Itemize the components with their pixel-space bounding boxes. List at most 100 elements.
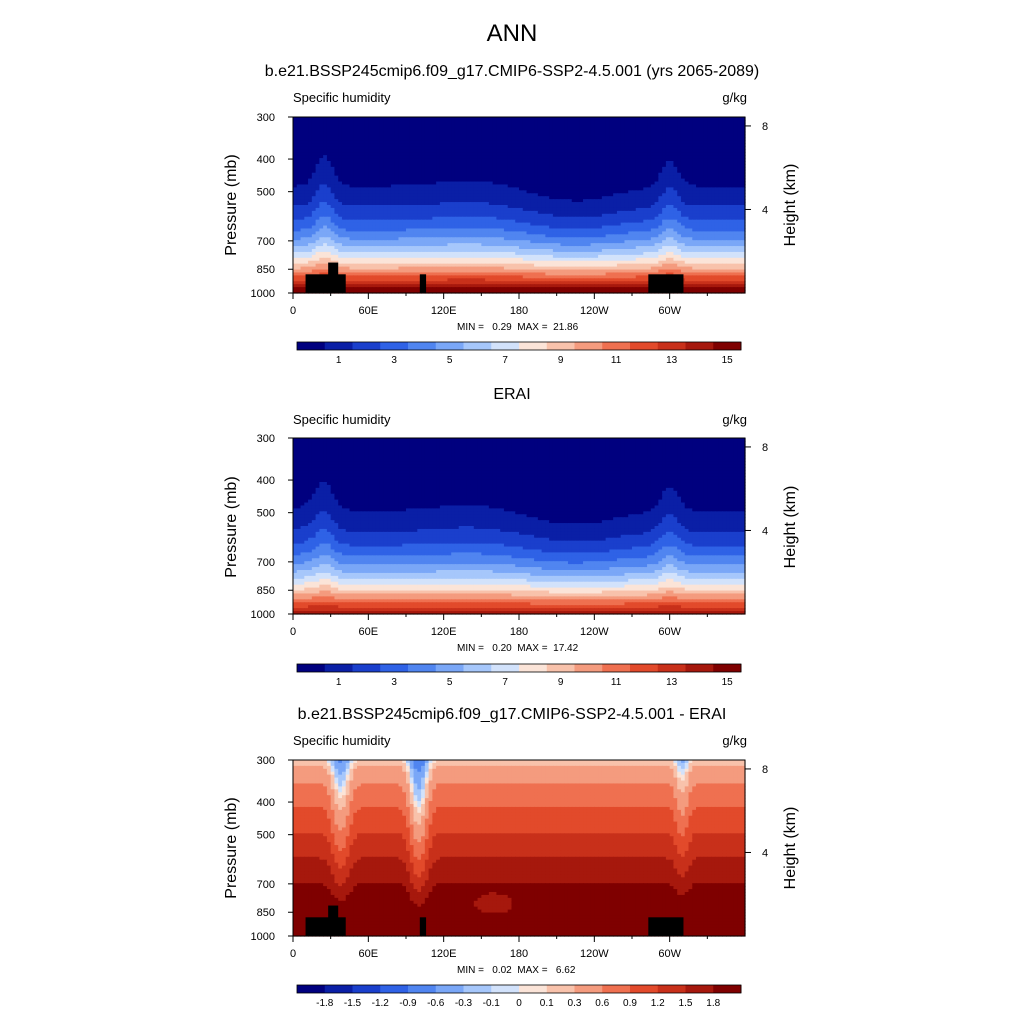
heatmap-cell: [722, 193, 727, 197]
heatmap-cell: [458, 146, 464, 150]
heatmap-cell: [632, 193, 637, 197]
heatmap-cell: [439, 161, 445, 165]
heatmap-cell: [345, 161, 351, 165]
heatmap-cell: [669, 117, 675, 121]
heatmap-cell: [473, 117, 479, 121]
heatmap-cell: [560, 117, 565, 121]
heatmap-cell: [711, 193, 716, 197]
heatmap-cell: [658, 166, 663, 171]
heatmap-cell: [703, 122, 708, 127]
heatmap-cell: [613, 166, 618, 171]
heatmap-cell: [726, 161, 731, 165]
heatmap-cell: [462, 181, 467, 186]
heatmap-cell: [560, 187, 565, 191]
heatmap-cell: [466, 181, 471, 186]
heatmap-cell: [654, 117, 659, 121]
heatmap-cell: [699, 134, 705, 139]
heatmap-cell: [590, 196, 595, 200]
heatmap-cell: [590, 125, 595, 130]
heatmap-cell: [662, 125, 667, 130]
heatmap-cell: [688, 175, 693, 180]
heatmap-cell: [552, 152, 558, 156]
heatmap-cell: [526, 169, 531, 174]
heatmap-cell: [639, 181, 644, 186]
heatmap-cell: [447, 137, 452, 142]
heatmap-cell: [601, 196, 607, 200]
heatmap-cell: [583, 187, 588, 191]
heatmap-cell: [443, 128, 449, 133]
heatmap-cell: [390, 184, 396, 188]
heatmap-cell: [613, 161, 618, 165]
heatmap-cell: [605, 134, 610, 139]
heatmap-cell: [549, 172, 554, 177]
heatmap-cell: [707, 128, 712, 133]
heatmap-cell: [293, 181, 298, 186]
heatmap-cell: [436, 172, 441, 177]
heatmap-cell: [711, 155, 716, 159]
heatmap-cell: [315, 149, 320, 153]
heatmap-cell: [680, 199, 686, 203]
heatmap-cell: [334, 119, 339, 124]
heatmap-cell: [703, 196, 708, 200]
heatmap-cell: [349, 143, 354, 147]
heatmap-cell: [368, 158, 373, 162]
heatmap-cell: [684, 169, 690, 174]
heatmap-cell: [579, 146, 584, 150]
heatmap-cell: [379, 149, 384, 153]
heatmap-cell: [624, 125, 629, 130]
heatmap-cell: [575, 193, 580, 197]
heatmap-cell: [293, 149, 298, 153]
heatmap-cell: [428, 175, 433, 180]
heatmap-cell: [598, 178, 603, 183]
heatmap-cell: [330, 169, 336, 174]
heatmap-cell: [315, 196, 320, 200]
heatmap-cell: [601, 122, 607, 127]
heatmap-cell: [707, 146, 712, 150]
heatmap-cell: [341, 199, 347, 203]
heatmap-cell: [635, 178, 641, 183]
heatmap-cell: [707, 196, 712, 200]
heatmap-cell: [308, 199, 313, 203]
heatmap-cell: [537, 128, 543, 133]
heatmap-cell: [507, 152, 513, 156]
heatmap-cell: [360, 155, 366, 159]
heatmap-cell: [583, 199, 588, 203]
heatmap-cell: [560, 128, 565, 133]
heatmap-cell: [462, 125, 467, 130]
heatmap-cell: [402, 137, 407, 142]
heatmap-cell: [334, 166, 339, 171]
heatmap-cell: [496, 119, 501, 124]
heatmap-cell: [470, 169, 475, 174]
heatmap-cell: [571, 175, 577, 180]
heatmap-cell: [421, 158, 426, 162]
heatmap-cell: [643, 169, 648, 174]
heatmap-cell: [729, 193, 735, 197]
heatmap-cell: [439, 128, 445, 133]
heatmap-cell: [349, 184, 354, 188]
heatmap-cell: [345, 172, 351, 177]
heatmap-cell: [594, 190, 599, 194]
heatmap-cell: [375, 125, 381, 130]
heatmap-cell: [519, 161, 524, 165]
heatmap-cell: [417, 178, 422, 183]
heatmap-cell: [304, 161, 309, 165]
heatmap-cell: [341, 155, 347, 159]
heatmap-cell: [409, 125, 415, 130]
heatmap-cell: [293, 146, 298, 150]
heatmap-cell: [357, 169, 362, 174]
heatmap-cell: [643, 122, 648, 127]
heatmap-cell: [383, 158, 388, 162]
heatmap-cell: [643, 158, 648, 162]
heatmap-cell: [665, 137, 671, 142]
heatmap-cell: [402, 155, 407, 159]
heatmap-cell: [413, 184, 418, 188]
heatmap-cell: [605, 196, 610, 200]
heatmap-cell: [436, 169, 441, 174]
heatmap-cell: [308, 187, 313, 191]
heatmap-cell: [677, 172, 682, 177]
heatmap-cell: [564, 199, 569, 203]
heatmap-cell: [353, 140, 358, 144]
heatmap-cell: [669, 152, 675, 156]
heatmap-cell: [635, 196, 641, 200]
heatmap-cell: [711, 175, 716, 180]
